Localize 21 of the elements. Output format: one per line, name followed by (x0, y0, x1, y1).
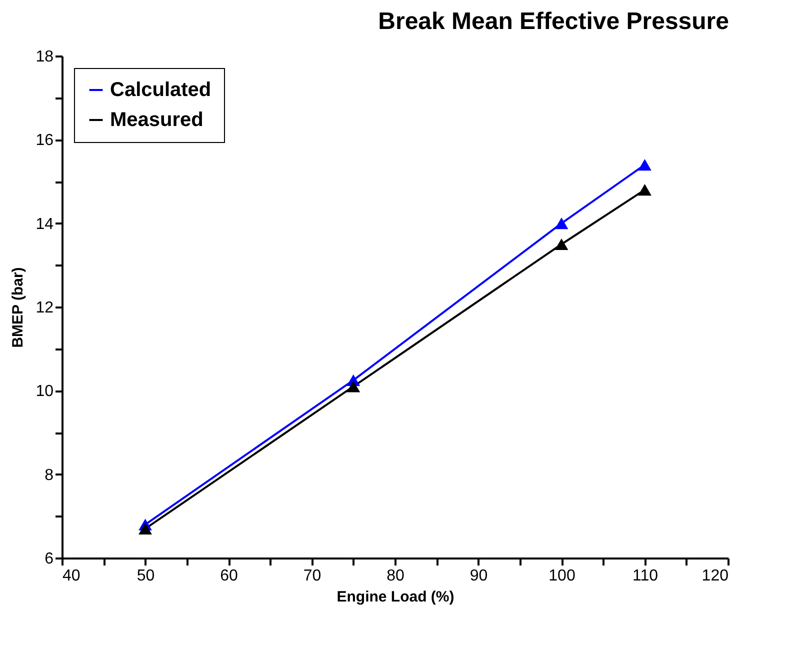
y-tick-label: 8 (44, 466, 54, 484)
x-tick-label: 100 (548, 568, 576, 584)
x-tick-label: 40 (62, 568, 80, 584)
legend-label: Calculated (110, 79, 212, 101)
x-tick-label: 80 (386, 568, 404, 584)
x-tick-label: 90 (470, 568, 488, 584)
y-tick-label: 10 (36, 383, 54, 400)
y-tick-label: 16 (36, 132, 54, 150)
y-tick-label: 14 (36, 216, 54, 233)
x-tick-label: 120 (702, 568, 729, 584)
chart-title: Break Mean Effective Pressure (378, 8, 729, 35)
x-tick-label: 60 (220, 568, 238, 584)
x-axis-title: Engine Load (%) (336, 588, 454, 606)
legend-label: Measured (110, 109, 204, 131)
y-tick-label: 18 (36, 48, 54, 66)
x-tick-label: 110 (632, 568, 658, 584)
y-axis-title: BMEP (bar) (10, 267, 27, 348)
y-tick-label: 12 (36, 300, 54, 316)
x-tick-label: 70 (303, 568, 322, 584)
y-tick-label: 6 (44, 550, 54, 568)
x-tick-label: 50 (136, 568, 155, 584)
